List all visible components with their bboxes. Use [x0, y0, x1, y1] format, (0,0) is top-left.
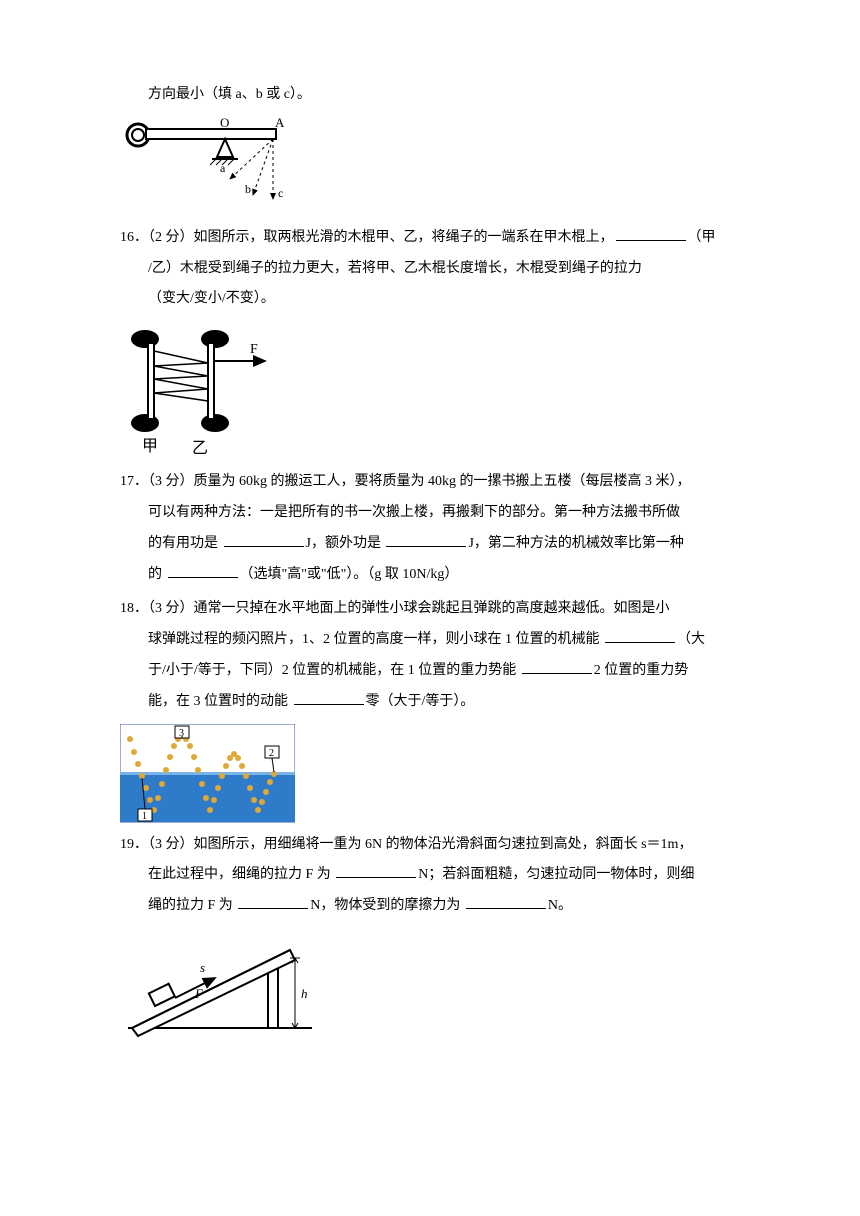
q18-t4b: 零（大于/等于）。	[366, 694, 475, 709]
q19-figure: F s h	[120, 928, 760, 1038]
blank	[336, 861, 416, 879]
blank	[605, 625, 675, 643]
q17-num: 17．	[120, 474, 148, 489]
q19-t2a: 在此过程中，细绳的拉力 F 为	[148, 867, 331, 882]
q18-num: 18．	[120, 601, 148, 616]
q15-text: 方向最小（填 a、b 或 c）。	[120, 80, 760, 111]
q16-t3: /乙）木棍受到绳子的拉力更大，若将甲、乙木棍长度增长，木棍受到绳子的拉力	[148, 261, 642, 276]
q19-t3c: N。	[548, 898, 572, 913]
label-s: s	[200, 960, 205, 975]
q17-t1: 质量为 60kg 的搬运工人，要将质量为 40kg 的一摞书搬上五楼（每层楼高 …	[194, 474, 691, 489]
q19-line1: 19．（3 分）如图所示，用细绳将一重为 6N 的物体沿光滑斜面匀速拉到高处，斜…	[120, 830, 760, 861]
q18-figure: 3 2 1	[120, 724, 760, 824]
q18-t3a: 于/小于/等于，下同）2 位置的机械能，在 1 位置的重力势能	[148, 663, 516, 678]
q16-t1: 如图所示，取两根光滑的木棍甲、乙，将绳子的一端系在甲木棍上，	[194, 230, 614, 245]
q18-line4: 能，在 3 位置时的动能 零（大于/等于）。	[120, 687, 760, 718]
q15-figure: O A a b c	[120, 117, 760, 217]
label-yi: 乙	[192, 440, 208, 457]
q16-num: 16．	[120, 230, 148, 245]
label-b: b	[245, 182, 251, 196]
label-F: F	[250, 342, 258, 357]
q16: 16．（2 分）如图所示，取两根光滑的木棍甲、乙，将绳子的一端系在甲木棍上， （甲…	[120, 223, 760, 461]
blank	[168, 560, 238, 578]
q16-figure: F 甲 乙	[120, 321, 760, 461]
label-a: a	[220, 161, 226, 175]
q18: 18．（3 分）通常一只掉在水平地面上的弹性小球会跳起且弹跳的高度越来越低。如图…	[120, 594, 760, 823]
q17: 17．（3 分）质量为 60kg 的搬运工人，要将质量为 40kg 的一摞书搬上…	[120, 467, 760, 590]
q17-line4: 的 （选填"高"或"低"）。（g 取 10N/kg）	[120, 560, 760, 591]
blank	[466, 891, 546, 909]
q18-t3b: 2 位置的重力势	[594, 663, 689, 678]
label-1: 1	[142, 811, 147, 822]
label-A: A	[275, 117, 285, 130]
q18-t2b: （大	[677, 632, 705, 647]
q19-t1: 如图所示，用细绳将一重为 6N 的物体沿光滑斜面匀速拉到高处，斜面长 s＝1m，	[194, 837, 693, 852]
q19-points: （3 分）	[148, 837, 194, 852]
q17-line3: 的有用功是 J，额外功是 J，第二种方法的机械效率比第一种	[120, 529, 760, 560]
q17-t3a: 的有用功是	[148, 536, 218, 551]
q17-t3b: J，额外功是	[306, 536, 381, 551]
q16-t4: （变大/变小/不变）。	[148, 291, 275, 306]
label-h: h	[301, 986, 308, 1001]
blank	[238, 891, 308, 909]
q17-t4b: （选填"高"或"低"）。（g 取 10N/kg）	[240, 567, 459, 582]
q19-t2b: N；若斜面粗糙，匀速拉动同一物体时，则细	[418, 867, 694, 882]
label-2: 2	[269, 748, 274, 759]
blank	[386, 529, 466, 547]
q19-t3b: N，物体受到的摩擦力为	[310, 898, 460, 913]
q17-line1: 17．（3 分）质量为 60kg 的搬运工人，要将质量为 40kg 的一摞书搬上…	[120, 467, 760, 498]
q18-points: （3 分）	[148, 601, 194, 616]
q18-line2: 球弹跳过程的频闪照片，1、2 位置的高度一样，则小球在 1 位置的机械能 （大	[120, 625, 760, 656]
q16-line3: （变大/变小/不变）。	[120, 284, 760, 315]
blank	[522, 656, 592, 674]
q16-points: （2 分）	[148, 230, 194, 245]
q16-line2: /乙）木棍受到绳子的拉力更大，若将甲、乙木棍长度增长，木棍受到绳子的拉力	[120, 254, 760, 285]
q19-line2: 在此过程中，细绳的拉力 F 为 N；若斜面粗糙，匀速拉动同一物体时，则细	[120, 860, 760, 891]
q15-tail: 方向最小（填 a、b 或 c）。 O A	[120, 80, 760, 217]
q17-line2: 可以有两种方法：一是把所有的书一次搬上楼，再搬剩下的部分。第一种方法搬书所做	[120, 498, 760, 529]
q19-line3: 绳的拉力 F 为 N，物体受到的摩擦力为 N。	[120, 891, 760, 922]
q16-line1: 16．（2 分）如图所示，取两根光滑的木棍甲、乙，将绳子的一端系在甲木棍上， （甲	[120, 223, 760, 254]
label-c: c	[278, 186, 283, 200]
q17-points: （3 分）	[148, 474, 194, 489]
q16-t2: （甲	[688, 230, 716, 245]
label-O: O	[220, 117, 229, 130]
blank	[294, 687, 364, 705]
q18-line3: 于/小于/等于，下同）2 位置的机械能，在 1 位置的重力势能 2 位置的重力势	[120, 656, 760, 687]
q18-t4a: 能，在 3 位置时的动能	[148, 694, 288, 709]
blank	[224, 529, 304, 547]
label-F: F	[194, 986, 204, 1001]
label-jia: 甲	[142, 438, 158, 455]
q18-line1: 18．（3 分）通常一只掉在水平地面上的弹性小球会跳起且弹跳的高度越来越低。如图…	[120, 594, 760, 625]
q19-t3a: 绳的拉力 F 为	[148, 898, 233, 913]
q17-t4a: 的	[148, 567, 162, 582]
q19-num: 19．	[120, 837, 148, 852]
blank	[616, 223, 686, 241]
q18-t1: 通常一只掉在水平地面上的弹性小球会跳起且弹跳的高度越来越低。如图是小	[194, 601, 670, 616]
q18-t2a: 球弹跳过程的频闪照片，1、2 位置的高度一样，则小球在 1 位置的机械能	[148, 632, 600, 647]
q19: 19．（3 分）如图所示，用细绳将一重为 6N 的物体沿光滑斜面匀速拉到高处，斜…	[120, 830, 760, 1038]
q17-t3c: J，第二种方法的机械效率比第一种	[468, 536, 683, 551]
